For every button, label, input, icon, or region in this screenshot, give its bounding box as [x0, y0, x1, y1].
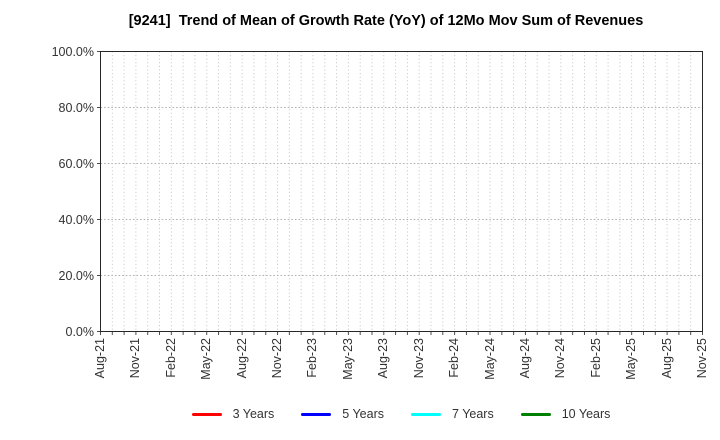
legend-item-10-years: 10 Years: [520, 405, 611, 423]
y-tick-label: 20.0%: [58, 268, 94, 283]
x-tick-label: Aug-23: [376, 338, 391, 379]
legend-label-3-years: 3 Years: [232, 407, 275, 421]
legend-label-7-years: 7 Years: [452, 407, 494, 421]
x-tick-label: Nov-21: [128, 338, 143, 379]
legend-item-5-years: 5 Years: [301, 405, 384, 423]
legend-item-3-years: 3 Years: [191, 405, 275, 423]
x-tick-label: Aug-24: [517, 338, 532, 379]
x-tick-label: Aug-21: [93, 338, 107, 379]
x-tick-label: Nov-25: [695, 338, 709, 379]
x-tick-label: Nov-22: [270, 338, 285, 379]
legend-line-icon-3-years: [191, 412, 222, 416]
x-tick-label: Nov-23: [411, 338, 426, 379]
y-tick-label: 0.0%: [65, 324, 95, 339]
legend-item-7-years: 7 Years: [411, 405, 494, 423]
x-tick-label: May-25: [624, 338, 639, 380]
legend-line-icon-10-years: [520, 412, 551, 416]
legend-label-10-years: 10 Years: [561, 407, 611, 421]
y-tick-label: 40.0%: [58, 212, 94, 227]
x-tick-label: May-24: [482, 338, 497, 380]
x-tick-label: Nov-24: [553, 338, 568, 379]
x-tick-label: Feb-25: [588, 338, 603, 378]
x-tick-label: Feb-22: [163, 338, 178, 378]
legend: 3 Years 5 Years 7 Years 10 Years: [100, 405, 702, 423]
x-tick-label: May-22: [199, 338, 214, 380]
chart-title: [9241] Trend of Mean of Growth Rate (YoY…: [128, 13, 644, 29]
y-tick-label: 80.0%: [58, 100, 94, 115]
y-tick-label: 100.0%: [51, 44, 94, 59]
legend-label-5-years: 5 Years: [342, 407, 385, 421]
x-tick-label: Aug-22: [234, 338, 249, 379]
legend-line-icon-7-years: [411, 412, 442, 416]
y-tick-label: 60.0%: [58, 156, 94, 171]
legend-line-icon-5-years: [301, 412, 332, 416]
x-tick-label: Feb-23: [305, 338, 320, 378]
x-tick-label: Feb-24: [447, 338, 462, 378]
x-tick-label: Aug-25: [659, 338, 674, 379]
x-tick-label: May-23: [340, 338, 355, 380]
